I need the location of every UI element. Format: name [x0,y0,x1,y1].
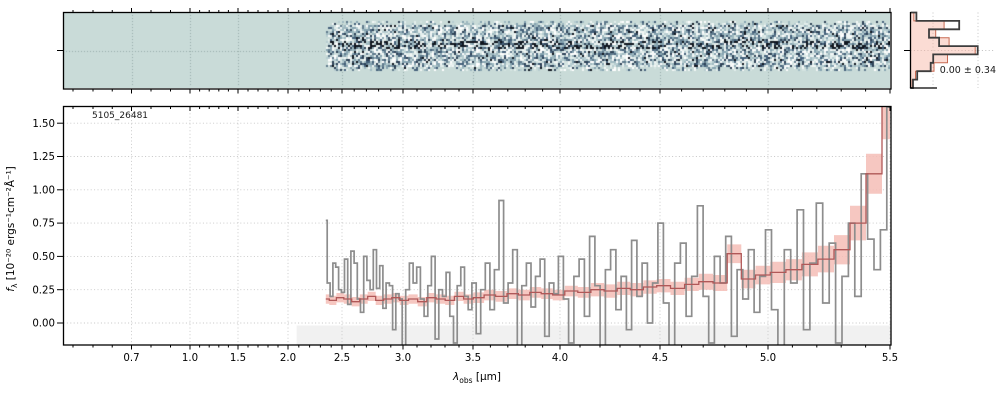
x-tick-label: 4.0 [552,353,568,364]
x-axis-label-subscript: obs [459,376,473,386]
x-axis-label: λobs [μm] [377,371,577,385]
model-error-band [325,107,890,307]
y-axis-label-units: [10⁻²⁰ ergs⁻¹cm⁻²Å⁻¹] [4,166,17,284]
x-tick-label: 5.0 [760,353,776,364]
x-tick-label: 1.0 [182,353,198,364]
hist-dark-outline-series [910,11,979,89]
object-id-annotation: 5105_26481 [92,111,149,121]
x-tick-label: 2.0 [280,353,296,364]
hist-pink-filled-series [910,12,976,89]
x-tick-label: 3.0 [395,353,411,364]
x-tick-label: 5.5 [882,353,898,364]
spec2d-image [64,13,890,88]
observed-flux-line [325,107,890,345]
y-tick-label: 0.50 [32,252,55,263]
y-tick-label: 1.00 [32,185,55,196]
tick-labels: 0.7 1.0 1.5 2.0 2.5 3.0 3.5 4.0 4.5 5.0 5.5 0.00 0.2… [32,119,898,364]
below-zero-shaded-region [296,325,891,345]
x-axis-label-symbol: λ [453,371,460,383]
y-axis-label-subscript: λ [10,283,20,289]
x-tick-label: 4.5 [652,353,668,364]
y-axis-label-symbol: f [4,288,17,292]
y-tick-label: 1.50 [32,119,55,130]
histogram-panel [909,11,995,89]
y-tick-label: 0.25 [32,285,55,296]
spectrum-series [325,107,890,345]
y-tick-label: 0.75 [32,219,55,230]
y-axis-label: fλ [10⁻²⁰ ergs⁻¹cm⁻²Å⁻¹] [5,166,19,292]
histogram-stats-label: 0.00 ± 0.34 [939,65,996,76]
main-gridlines [63,106,891,345]
x-axis-label-units: [μm] [472,371,501,383]
y-tick-label: 0.00 [32,319,55,330]
main-spines [62,105,892,346]
y-tick-label: 1.25 [32,152,55,163]
spec2d-spines [62,11,892,90]
x-tick-label: 3.5 [465,353,481,364]
x-tick-label: 1.5 [230,353,246,364]
x-tick-label: 2.5 [334,353,350,364]
model-flux-line [325,107,883,303]
x-tick-label: 0.7 [123,353,139,364]
